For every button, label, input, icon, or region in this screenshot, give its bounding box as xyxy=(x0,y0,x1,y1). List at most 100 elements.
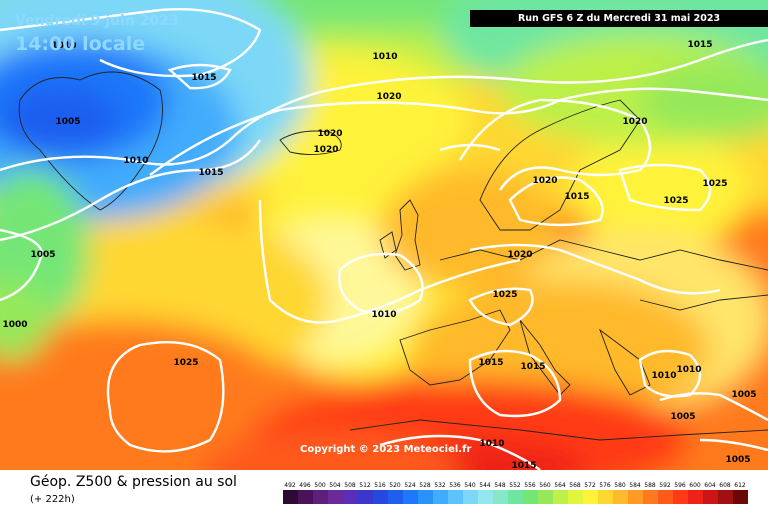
legend-tick-label: 512 xyxy=(359,482,371,489)
isobar-label: 1025 xyxy=(492,290,517,300)
legend-color-swatch xyxy=(493,490,508,504)
legend-tick-label: 504 xyxy=(329,482,341,489)
legend-color-swatch xyxy=(568,490,583,504)
copyright-notice: Copyright © 2023 Meteociel.fr xyxy=(300,444,472,455)
legend-tick-label: 556 xyxy=(524,482,536,489)
legend-tick-label: 568 xyxy=(569,482,581,489)
legend-color-swatch xyxy=(688,490,703,504)
isobar-label: 1020 xyxy=(313,145,338,155)
legend-color-swatch xyxy=(343,490,358,504)
geopotential-field xyxy=(0,0,768,470)
legend-tick-label: 524 xyxy=(404,482,416,489)
isobar-label: 1015 xyxy=(511,461,536,470)
isobar-label: 1010 xyxy=(651,371,676,381)
weather-map: 1010 1015 1005 1010 1010 1015 1020 1020 … xyxy=(0,0,768,470)
legend-color-swatch xyxy=(718,490,733,504)
isobar-label: 1015 xyxy=(564,192,589,202)
legend-color-swatch xyxy=(478,490,493,504)
isobar-label: 1015 xyxy=(478,358,503,368)
forecast-time: 14:00 locale xyxy=(15,33,146,55)
isobar-label: 1005 xyxy=(55,117,80,127)
legend-color-swatch xyxy=(313,490,328,504)
isobar-labels: 1010 1015 1005 1010 1010 1015 1020 1020 … xyxy=(2,40,756,470)
legend-tick-label: 500 xyxy=(314,482,326,489)
legend-tick-label: 576 xyxy=(599,482,611,489)
isobar-label: 1005 xyxy=(670,412,695,422)
legend-color-swatch xyxy=(643,490,658,504)
legend-color-swatch xyxy=(283,490,298,504)
isobar-label: 1010 xyxy=(676,365,701,375)
legend-color-swatch xyxy=(328,490,343,504)
isobar-lines xyxy=(0,7,768,470)
legend-color-swatch xyxy=(463,490,478,504)
legend-color-swatch xyxy=(358,490,373,504)
isobar-label: 1020 xyxy=(317,129,342,139)
legend-tick-label: 520 xyxy=(389,482,401,489)
legend-tick-label: 612 xyxy=(734,482,746,489)
legend-subtitle: (+ 222h) xyxy=(30,494,75,505)
isobar-label: 1020 xyxy=(507,250,532,260)
legend-color-swatch xyxy=(508,490,523,504)
isobar-label: 1005 xyxy=(725,455,750,465)
legend-tick-label: 496 xyxy=(299,482,311,489)
legend-tick-label: 600 xyxy=(689,482,701,489)
run-banner: Run GFS 6 Z du Mercredi 31 mai 2023 xyxy=(470,10,768,27)
isobar-label: 1015 xyxy=(191,73,216,83)
legend-color-swatch xyxy=(433,490,448,504)
legend-color-swatch xyxy=(658,490,673,504)
legend-tick-label: 548 xyxy=(494,482,506,489)
legend-color-swatch xyxy=(703,490,718,504)
legend-tick-label: 544 xyxy=(479,482,491,489)
isobar-label: 1000 xyxy=(2,320,27,330)
legend-color-swatch xyxy=(418,490,433,504)
legend-color-swatch xyxy=(613,490,628,504)
color-scale: 492 496 500 504 508 512 516 520 524 528 532 536 540 5… xyxy=(283,482,748,504)
legend-tick-label: 572 xyxy=(584,482,596,489)
legend-tick-label: 536 xyxy=(449,482,461,489)
legend-color-swatch xyxy=(448,490,463,504)
legend-color-swatch xyxy=(628,490,643,504)
legend-tick-label: 560 xyxy=(539,482,551,489)
isobar-label: 1010 xyxy=(51,41,76,51)
isobar-label: 1020 xyxy=(532,176,557,186)
legend-color-swatch xyxy=(523,490,538,504)
isobar-label: 1010 xyxy=(371,310,396,320)
isobar-label: 1015 xyxy=(198,168,223,178)
isobar-label: 1025 xyxy=(663,196,688,206)
legend-tick-label: 532 xyxy=(434,482,446,489)
isobar-label: 1010 xyxy=(372,52,397,62)
legend-color-swatch xyxy=(373,490,388,504)
legend-color-swatch xyxy=(538,490,553,504)
isobar-label: 1025 xyxy=(173,358,198,368)
legend-color-swatch xyxy=(553,490,568,504)
isobar-label: 1015 xyxy=(687,40,712,50)
isobar-label: 1025 xyxy=(702,179,727,189)
isobar-label: 1015 xyxy=(520,362,545,372)
legend-tick-label: 588 xyxy=(644,482,656,489)
legend-tick-label: 584 xyxy=(629,482,641,489)
legend-tick-label: 492 xyxy=(284,482,296,489)
isobar-label: 1005 xyxy=(30,250,55,260)
legend-color-swatch xyxy=(583,490,598,504)
legend-color-swatch xyxy=(673,490,688,504)
legend-tick-label: 508 xyxy=(344,482,356,489)
legend-tick-label: 604 xyxy=(704,482,716,489)
legend-color-swatch xyxy=(388,490,403,504)
legend-tick-label: 540 xyxy=(464,482,476,489)
legend-tick-label: 596 xyxy=(674,482,686,489)
legend-color-swatch xyxy=(403,490,418,504)
isobar-label: 1005 xyxy=(731,390,756,400)
legend-tick-label: 580 xyxy=(614,482,626,489)
legend-color-swatch xyxy=(733,490,748,504)
isobar-label: 1010 xyxy=(123,156,148,166)
legend-footer: Géop. Z500 & pression au sol (+ 222h) 49… xyxy=(0,470,768,512)
isobar-label: 1020 xyxy=(376,92,401,102)
legend-color-swatch xyxy=(298,490,313,504)
isobar-label: 1020 xyxy=(622,117,647,127)
forecast-date: Vendredi 9 juin 2023 xyxy=(15,13,179,29)
legend-tick-label: 592 xyxy=(659,482,671,489)
legend-tick-label: 564 xyxy=(554,482,566,489)
legend-tick-label: 552 xyxy=(509,482,521,489)
legend-tick-label: 516 xyxy=(374,482,386,489)
legend-title: Géop. Z500 & pression au sol xyxy=(30,474,237,490)
